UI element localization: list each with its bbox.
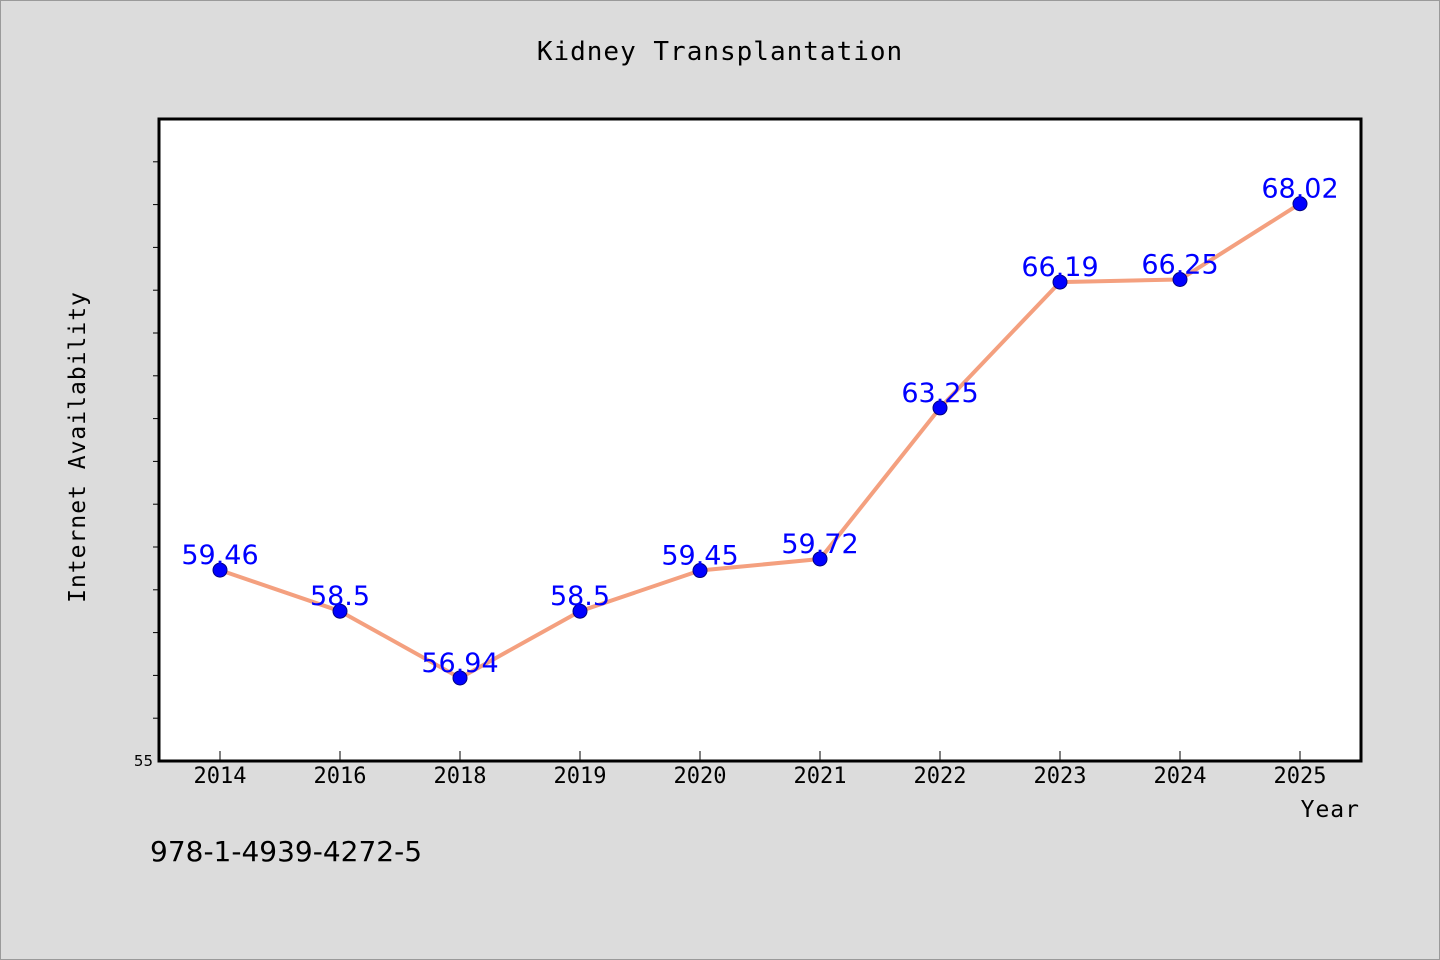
chart-title: Kidney Transplantation xyxy=(537,37,903,67)
x-tick-label: 2025 xyxy=(1274,764,1327,789)
data-point xyxy=(1052,274,1068,290)
data-point xyxy=(932,400,948,416)
data-point xyxy=(1172,272,1188,287)
isbn-text: 978-1-4939-4272-5 xyxy=(150,835,423,868)
x-tick-label: 2019 xyxy=(554,764,607,789)
data-label: 58.5 xyxy=(310,581,370,612)
x-tick-label: 2016 xyxy=(314,764,367,789)
x-tick-label: 2024 xyxy=(1154,764,1207,789)
data-label: 56.94 xyxy=(421,648,498,679)
data-point xyxy=(572,603,588,619)
y-axis-min-label: 55 xyxy=(134,752,153,770)
data-point xyxy=(692,563,708,579)
data-point xyxy=(1292,196,1308,212)
x-axis-label: Year xyxy=(1301,797,1360,823)
data-label: 63.25 xyxy=(901,378,978,409)
x-axis-ticks: 2014 2016 2018 2019 2020 2021 2022 2023 2024 2025 xyxy=(194,751,1327,789)
data-label: 59.72 xyxy=(781,529,858,560)
data-label: 66.19 xyxy=(1021,252,1098,283)
x-tick-label: 2022 xyxy=(914,764,967,789)
series-line xyxy=(219,202,1302,680)
x-tick-label: 2023 xyxy=(1034,764,1087,789)
data-point xyxy=(212,562,228,578)
y-axis-label: Internet Availability xyxy=(65,291,91,603)
data-point xyxy=(452,670,468,686)
data-label: 59.46 xyxy=(181,540,258,571)
x-tick-label: 2021 xyxy=(794,764,847,789)
series-group xyxy=(212,196,1308,686)
data-label: 68.02 xyxy=(1261,174,1338,205)
isbn-footer: 978-1-4939-4272-5 xyxy=(150,835,422,868)
data-label: 58.5 xyxy=(550,581,610,612)
x-tick-label: 2014 xyxy=(194,764,247,789)
data-labels: 59.46 58.5 56.94 58.5 59.45 59.72 63.25 66.19 66… xyxy=(181,174,1338,679)
x-tick-label: 2018 xyxy=(434,764,487,789)
y-axis-ticks xyxy=(153,161,159,719)
x-tick-label: 2020 xyxy=(674,764,727,789)
data-label: 66.25 xyxy=(1141,250,1218,281)
data-label: 59.45 xyxy=(661,541,738,572)
data-point xyxy=(332,603,348,619)
data-point xyxy=(812,551,828,567)
plot-area xyxy=(157,117,1363,763)
